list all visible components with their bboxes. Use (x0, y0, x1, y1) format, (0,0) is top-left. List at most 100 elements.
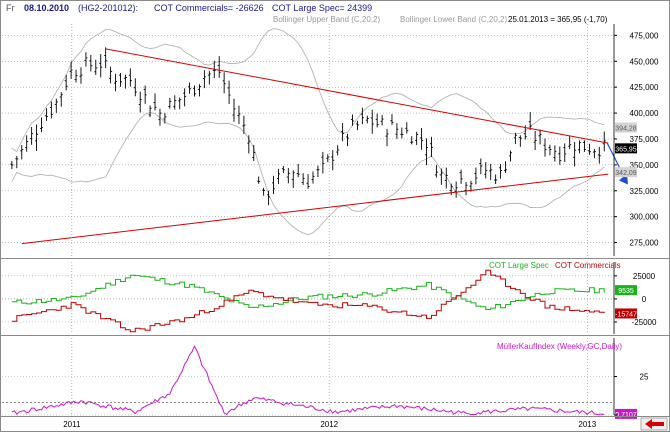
price-bar (415, 131, 419, 145)
price-tick-label-300: 300,000 (630, 213, 659, 222)
cot-large-legend: COT Large Spec (489, 261, 549, 270)
price-bar (227, 80, 231, 105)
header-fr: Fr (6, 3, 15, 13)
price-bar (464, 181, 468, 196)
price-bar (158, 108, 162, 126)
price-panel: 275,000 300,000 325,000 350,000 375,000 400,0… (2, 24, 659, 419)
index-legend: MüllerKaufIndex (Weekly,GC,Daily) (497, 342, 622, 351)
price-bar (64, 74, 68, 91)
price-tick-label-350: 350,000 (630, 161, 659, 170)
price-bar (222, 72, 226, 94)
price-bar (197, 84, 201, 97)
x-tick-label-2013: 2013 (578, 420, 596, 429)
cot-comm-legend: COT Commercials (555, 261, 621, 270)
time-axis: 2011 2012 2013 (63, 24, 597, 429)
cot-commercials-line (11, 269, 605, 333)
cot-axis: -25000 0 25000 (613, 262, 657, 334)
price-bar (459, 169, 463, 184)
price-bar (474, 167, 478, 185)
cot-large-last-value-bg (615, 285, 637, 296)
price-bar (252, 144, 256, 162)
price-bar (217, 56, 221, 78)
price-bar (104, 47, 108, 69)
price-bar (563, 143, 567, 163)
index-tick-label-25: 25 (640, 373, 649, 382)
price-bar (178, 97, 182, 110)
x-tick-label-2012: 2012 (320, 420, 338, 429)
price-bar (276, 168, 280, 185)
cot-comm-last-value-bg (615, 308, 637, 319)
price-bar (504, 161, 508, 174)
price-bar (237, 105, 241, 125)
header-last-quote: 25.01.2013 = 365,95 (-1,70) (508, 15, 608, 24)
price-bar (528, 111, 532, 131)
price-bar (272, 175, 276, 195)
price-bar (39, 117, 43, 133)
price-bar (410, 136, 414, 145)
price-bar (15, 156, 19, 169)
trendline-upper (105, 48, 609, 144)
price-bar (94, 59, 98, 75)
price-bar (143, 85, 147, 104)
bollinger-upper-line (11, 28, 605, 153)
price-bar (385, 129, 389, 147)
header-symbol: (HG2-201012): (78, 3, 138, 13)
scroll-left-arrow-icon[interactable] (645, 419, 664, 429)
price-bar (153, 93, 157, 111)
price-bar (25, 135, 29, 152)
price-bar (489, 163, 493, 181)
price-bar (262, 187, 266, 196)
index-gridlines (2, 376, 612, 416)
price-bar (331, 150, 335, 171)
price-bar (173, 95, 177, 110)
bb-lower-value-bg (615, 167, 637, 178)
price-bar (543, 138, 547, 157)
price-bar (202, 70, 206, 89)
price-bar (449, 183, 453, 196)
price-bar (573, 141, 577, 167)
price-bar (163, 112, 167, 124)
price-bar (306, 174, 310, 189)
price-bar (390, 114, 394, 125)
price-tick-label-275: 275,000 (630, 239, 659, 248)
price-bar (20, 145, 24, 160)
price-bar (439, 168, 443, 185)
price-bar (336, 145, 340, 156)
price-bar (301, 173, 305, 185)
header-date: 08.10.2010 (24, 3, 69, 13)
price-bar (326, 154, 330, 163)
price-tick-label-475: 475,000 (630, 31, 659, 40)
price-bar (425, 138, 429, 166)
price-bar (35, 124, 39, 151)
price-bar (592, 148, 596, 159)
price-bar (188, 82, 192, 94)
x-tick-label-2011: 2011 (63, 420, 81, 429)
price-bar (242, 115, 246, 134)
cot-tick-label-0: 0 (642, 295, 647, 304)
price-bar (484, 162, 488, 179)
price-bar (183, 88, 187, 107)
bb-upper-value: 394,28 (615, 126, 637, 133)
bb-lower-value: 342,09 (615, 170, 637, 177)
price-bar (538, 129, 542, 145)
price-bar (518, 135, 522, 147)
index-axis: 25 (613, 338, 649, 416)
header-bb-upper: Bollinger Upper Band (C,20,2) (273, 15, 381, 24)
price-bar (30, 126, 34, 145)
price-axis: 275,000 300,000 325,000 350,000 375,000 400,0… (613, 24, 659, 419)
price-bar (587, 143, 591, 155)
price-bar (350, 114, 354, 126)
cot-tick-label--25000: -25000 (632, 318, 657, 327)
price-bar (380, 114, 384, 126)
price-bar (400, 127, 404, 139)
price-bar (193, 85, 197, 97)
price-bar (553, 145, 557, 162)
trendline-lower (21, 173, 609, 245)
bb-upper-value-bg (615, 122, 637, 133)
price-bar (420, 127, 424, 150)
price-bar (444, 167, 448, 189)
price-bar (321, 151, 325, 174)
price-bar (578, 140, 582, 154)
price-bar (533, 130, 537, 150)
